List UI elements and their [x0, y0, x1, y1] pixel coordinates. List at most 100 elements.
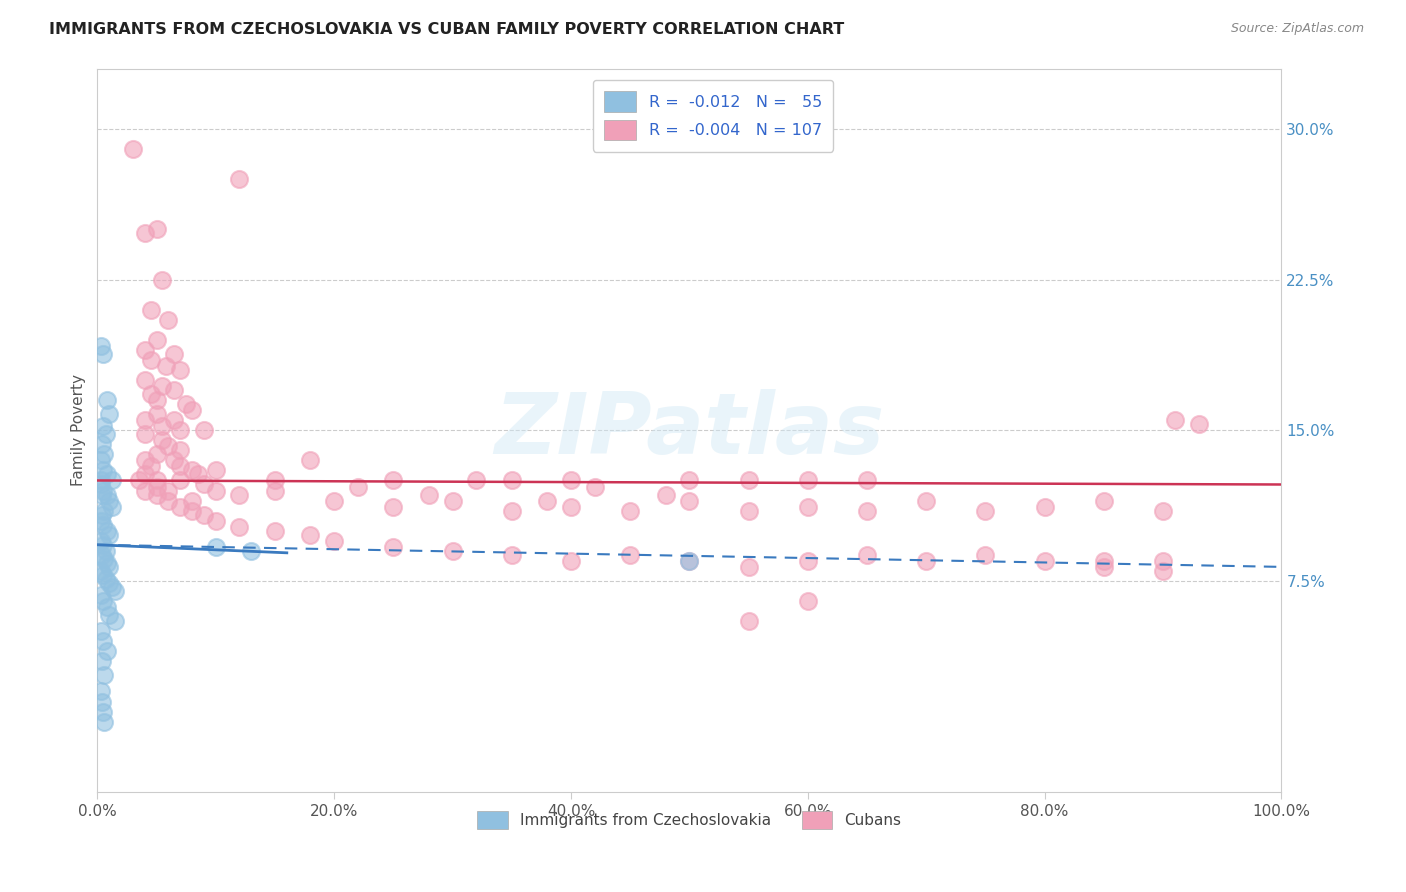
Point	[139, 302, 162, 317]
Point	[145, 479, 167, 493]
Point	[152, 272, 174, 286]
Point	[90, 514, 112, 528]
Point	[536, 493, 558, 508]
Point	[240, 544, 263, 558]
Point	[915, 493, 938, 508]
Point	[145, 393, 167, 408]
Point	[181, 503, 204, 517]
Point	[93, 447, 115, 461]
Point	[96, 467, 118, 482]
Legend: Immigrants from Czechoslovakia, Cubans: Immigrants from Czechoslovakia, Cubans	[471, 805, 908, 835]
Point	[501, 548, 523, 562]
Point	[163, 383, 186, 397]
Point	[169, 363, 191, 377]
Point	[915, 554, 938, 568]
Point	[856, 548, 879, 562]
Point	[134, 427, 156, 442]
Point	[169, 500, 191, 514]
Point	[169, 474, 191, 488]
Point	[501, 503, 523, 517]
Point	[91, 694, 114, 708]
Point	[1033, 554, 1056, 568]
Point	[93, 552, 115, 566]
Point	[98, 527, 121, 541]
Point	[139, 459, 162, 474]
Point	[152, 379, 174, 393]
Y-axis label: Family Poverty: Family Poverty	[72, 375, 86, 486]
Point	[181, 493, 204, 508]
Point	[91, 594, 114, 608]
Point	[90, 588, 112, 602]
Point	[174, 397, 197, 411]
Point	[152, 434, 174, 448]
Point	[797, 594, 820, 608]
Point	[91, 548, 114, 562]
Point	[90, 453, 112, 467]
Point	[145, 487, 167, 501]
Point	[441, 544, 464, 558]
Point	[465, 474, 488, 488]
Point	[91, 487, 114, 501]
Point	[96, 393, 118, 408]
Point	[323, 533, 346, 548]
Point	[169, 459, 191, 474]
Point	[193, 508, 215, 522]
Point	[139, 352, 162, 367]
Point	[91, 347, 114, 361]
Point	[264, 483, 287, 498]
Point	[90, 477, 112, 491]
Point	[93, 714, 115, 729]
Point	[104, 614, 127, 628]
Point	[560, 474, 582, 488]
Point	[264, 474, 287, 488]
Point	[181, 403, 204, 417]
Point	[91, 538, 114, 552]
Point	[193, 477, 215, 491]
Point	[619, 548, 641, 562]
Point	[94, 544, 117, 558]
Point	[91, 654, 114, 668]
Point	[145, 407, 167, 421]
Point	[90, 533, 112, 548]
Point	[94, 572, 117, 586]
Point	[323, 493, 346, 508]
Point	[193, 423, 215, 437]
Point	[134, 483, 156, 498]
Point	[98, 576, 121, 591]
Point	[163, 413, 186, 427]
Point	[678, 554, 700, 568]
Point	[163, 347, 186, 361]
Point	[100, 500, 122, 514]
Point	[145, 222, 167, 236]
Point	[737, 560, 759, 574]
Point	[856, 503, 879, 517]
Point	[678, 493, 700, 508]
Point	[181, 463, 204, 477]
Point	[91, 705, 114, 719]
Point	[1164, 413, 1187, 427]
Point	[1092, 554, 1115, 568]
Point	[583, 479, 606, 493]
Point	[974, 503, 997, 517]
Point	[91, 437, 114, 451]
Point	[145, 447, 167, 461]
Point	[93, 503, 115, 517]
Point	[204, 540, 226, 554]
Point	[96, 644, 118, 658]
Point	[96, 556, 118, 570]
Point	[228, 487, 250, 501]
Point	[145, 474, 167, 488]
Point	[560, 554, 582, 568]
Point	[264, 524, 287, 538]
Point	[797, 500, 820, 514]
Point	[90, 564, 112, 578]
Point	[228, 172, 250, 186]
Point	[501, 474, 523, 488]
Point	[104, 584, 127, 599]
Point	[91, 463, 114, 477]
Point	[737, 474, 759, 488]
Point	[974, 548, 997, 562]
Point	[382, 474, 405, 488]
Text: Source: ZipAtlas.com: Source: ZipAtlas.com	[1230, 22, 1364, 36]
Point	[90, 474, 112, 488]
